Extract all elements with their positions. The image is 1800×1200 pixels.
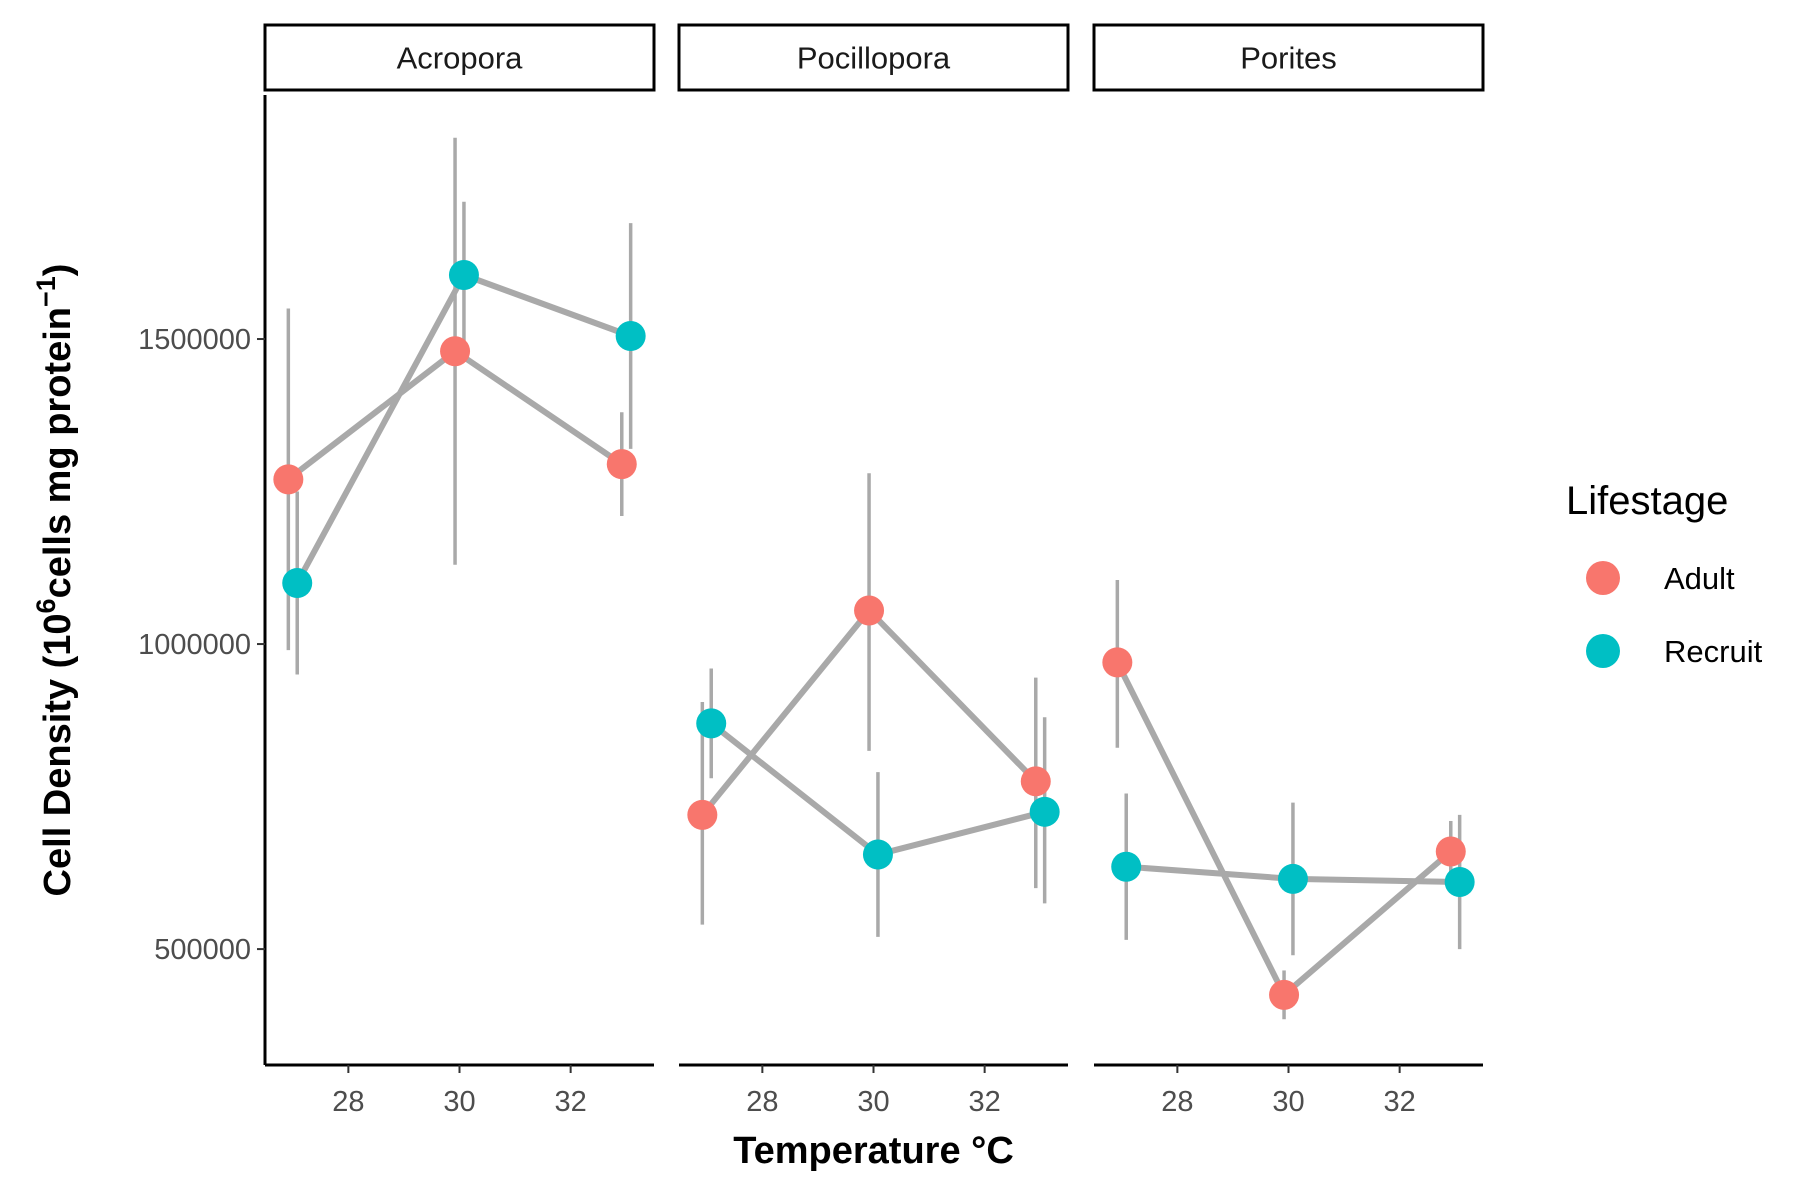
facet-panel-acropora: Acropora 28 30 32 500000 1000000 1500000	[138, 23, 656, 1118]
legend-key-recruit	[1586, 634, 1620, 668]
facet-strip-label: Acropora	[397, 41, 524, 76]
x-tick-label: 30	[443, 1086, 475, 1118]
x-tick-label: 32	[969, 1086, 1001, 1118]
y-axis-title-middle: cells mg protein	[37, 307, 79, 598]
data-point-recruit	[1277, 863, 1308, 894]
facet-strip	[1092, 23, 1485, 92]
x-tick-label: 28	[332, 1086, 364, 1118]
facet-strip-label: Pocillopora	[797, 41, 951, 76]
y-tick-label: 1000000	[138, 629, 251, 661]
y-axis-title-exponent-1: 6	[31, 598, 61, 613]
data-point-recruit	[448, 259, 479, 290]
data-point-recruit	[696, 708, 727, 739]
x-tick-label: 28	[746, 1086, 778, 1118]
data-point-adult	[1269, 979, 1300, 1010]
data-point-recruit	[862, 839, 893, 870]
data-point-adult	[440, 336, 471, 367]
data-point-adult	[687, 799, 718, 830]
data-point-adult	[1020, 766, 1051, 797]
data-point-recruit	[1444, 866, 1475, 897]
data-point-adult	[606, 449, 637, 480]
x-axis-title: Temperature °C	[733, 1130, 1014, 1172]
y-axis-title-suffix: )	[37, 264, 79, 277]
legend-title: Lifestage	[1566, 479, 1728, 523]
facet-panels: Acropora 28 30 32 500000 1000000 1500000 Pocill…	[138, 23, 1485, 1118]
data-point-recruit	[1111, 851, 1142, 882]
y-axis-title-prefix: Cell Density (10	[37, 613, 79, 896]
x-tick-label: 30	[857, 1086, 889, 1118]
legend-label-recruit: Recruit	[1664, 634, 1763, 669]
series-line-adult	[1114, 661, 1453, 998]
facet-strip	[263, 23, 656, 92]
x-tick-label: 30	[1272, 1086, 1304, 1118]
legend-label-adult: Adult	[1664, 561, 1735, 596]
x-tick-label: 32	[555, 1086, 587, 1118]
facet-panel-pocillopora: Pocillopora 28 30 32	[677, 23, 1070, 1118]
data-point-adult	[273, 464, 304, 495]
data-point-adult	[1102, 647, 1133, 678]
x-tick-label: 32	[1384, 1086, 1416, 1118]
y-tick-label: 1500000	[138, 324, 251, 356]
x-tick-label: 28	[1161, 1086, 1193, 1118]
facet-panel-porites: Porites 28 30 32	[1092, 23, 1485, 1118]
facet-strip	[677, 23, 1070, 92]
y-axis-title-exponent-2: −1	[31, 276, 61, 307]
legend-key-adult	[1586, 561, 1620, 595]
data-point-recruit	[615, 320, 646, 351]
legend: Lifestage Adult Recruit	[1566, 479, 1763, 669]
data-point-recruit	[1029, 796, 1060, 827]
facet-strip-label: Porites	[1240, 41, 1336, 76]
y-axis-title: Cell Density (106cells mg protein−1)	[31, 264, 79, 897]
data-point-adult	[854, 595, 885, 626]
y-tick-label: 500000	[154, 934, 251, 966]
data-point-adult	[1435, 836, 1466, 867]
data-point-recruit	[282, 568, 313, 599]
